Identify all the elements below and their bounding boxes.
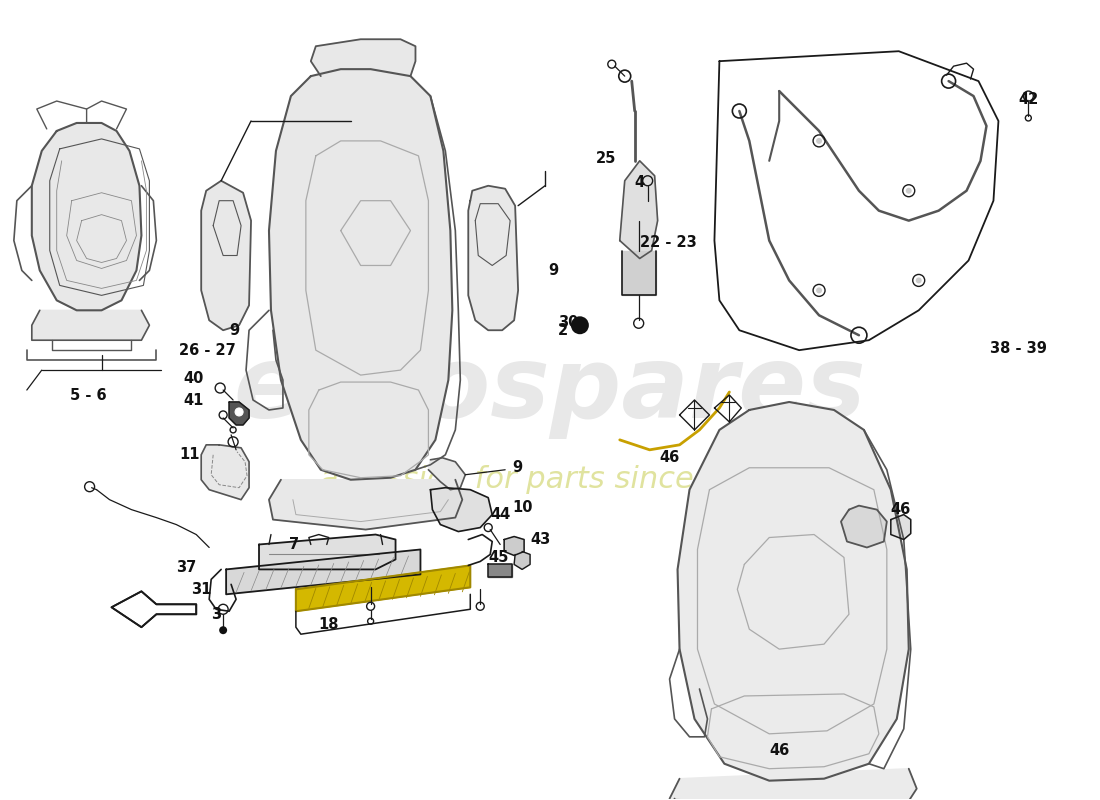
Text: 46: 46 [660,450,680,466]
Text: 22 - 23: 22 - 23 [640,235,696,250]
Circle shape [571,316,588,334]
Text: 7: 7 [289,537,299,552]
Polygon shape [891,514,911,539]
Text: 25: 25 [596,151,616,166]
Polygon shape [32,310,150,340]
Polygon shape [619,161,658,258]
Text: eurospares: eurospares [233,342,867,438]
Polygon shape [270,69,452,480]
Polygon shape [111,591,196,627]
Text: 9: 9 [229,322,239,338]
Text: 5 - 6: 5 - 6 [69,387,107,402]
Polygon shape [201,445,249,500]
Text: 11: 11 [179,447,200,462]
Circle shape [219,626,227,634]
Polygon shape [258,534,396,570]
Text: 4: 4 [635,175,645,190]
Text: 42: 42 [1019,91,1038,106]
Text: 10: 10 [513,500,532,515]
Polygon shape [201,181,251,330]
Text: 31: 31 [191,582,211,597]
Polygon shape [430,488,492,531]
Polygon shape [32,123,142,310]
Text: 40: 40 [184,370,204,386]
Text: 18: 18 [319,617,339,632]
Circle shape [905,188,912,194]
Text: a passion for parts since 1985: a passion for parts since 1985 [319,466,781,494]
Text: 26 - 27: 26 - 27 [179,342,236,358]
Polygon shape [469,186,518,330]
Text: 46: 46 [769,743,790,758]
Polygon shape [428,458,465,490]
Text: 41: 41 [184,393,204,407]
Text: 9: 9 [548,263,558,278]
Polygon shape [504,537,524,555]
Polygon shape [621,250,656,295]
Polygon shape [488,565,513,578]
Circle shape [816,287,822,294]
Polygon shape [670,769,916,800]
Circle shape [816,138,822,144]
Polygon shape [670,798,725,800]
Text: 2: 2 [558,322,568,338]
Text: 46: 46 [891,502,911,517]
Circle shape [915,278,922,283]
Text: 9: 9 [513,460,522,475]
Polygon shape [229,402,249,425]
Text: 44: 44 [491,507,510,522]
Text: 38 - 39: 38 - 39 [990,341,1047,356]
Polygon shape [678,402,909,781]
Text: 37: 37 [176,560,197,575]
Polygon shape [296,566,471,611]
Polygon shape [311,39,416,76]
Polygon shape [514,551,530,570]
Text: 43: 43 [530,532,550,547]
Polygon shape [270,480,462,530]
Circle shape [235,408,243,416]
Text: 30: 30 [558,314,579,330]
Text: 45: 45 [488,550,508,565]
Polygon shape [227,550,420,594]
Polygon shape [842,506,887,547]
Text: 3: 3 [211,606,221,622]
